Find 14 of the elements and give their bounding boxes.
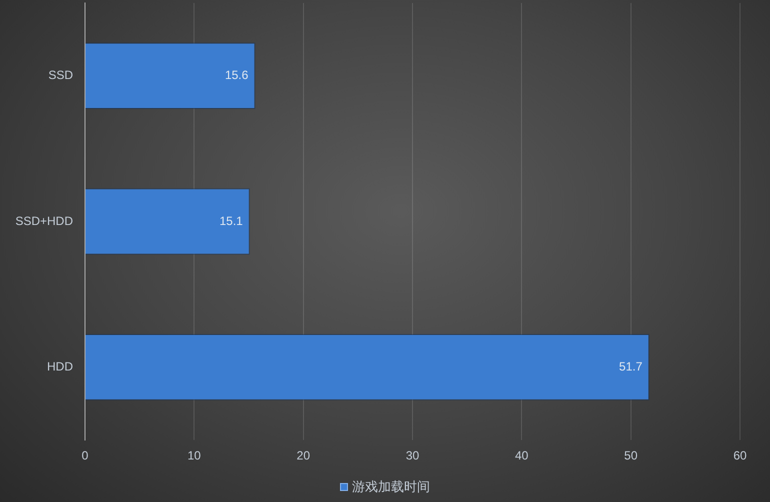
x-tick-label: 50 [624,448,638,463]
data-label: 51.7 [619,359,643,374]
data-label: 15.1 [219,214,244,228]
x-tick-label: 60 [733,448,747,463]
y-tick-label: SSD+HDD [15,214,74,228]
y-tick-label: SSD [48,68,74,82]
data-label: 15.6 [224,68,249,82]
x-tick-label: 20 [296,448,310,463]
y-tick-label: HDD [47,359,74,374]
x-tick-label: 10 [187,448,202,463]
x-tick-label: 40 [514,448,529,463]
x-tick-label: 30 [406,448,420,463]
text: 游戏加载时间 [352,478,430,496]
x-tick-label: 0 [82,448,89,463]
